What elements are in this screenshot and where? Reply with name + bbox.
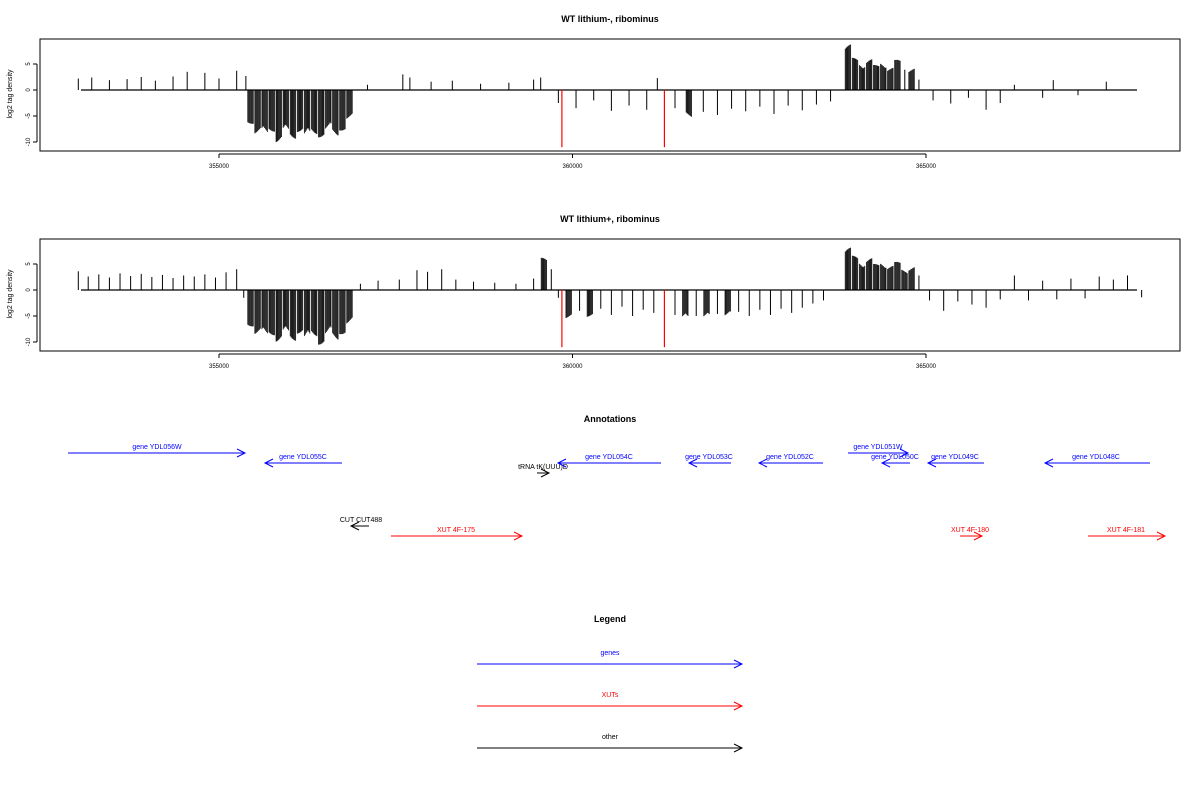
annotation-features: gene YDL056W gene YDL055C tRNA tK(UUU)D gen… <box>68 444 1167 541</box>
density-bars <box>77 44 1107 143</box>
y-tick-label: -5 <box>26 313 32 319</box>
x-tick-label: 355000 <box>209 364 230 370</box>
legend-panel: Legend genes XUTs other <box>477 614 744 753</box>
annotation-arrow <box>687 458 731 468</box>
annotation-arrow <box>349 521 369 531</box>
legend-label: other <box>602 734 619 741</box>
x-tick-label: 365000 <box>916 164 937 170</box>
legend-arrow <box>477 743 744 753</box>
legend-items: genes XUTs other <box>477 650 744 753</box>
annotation-arrow <box>556 458 661 468</box>
y-axis-label: log2 tag density <box>7 69 14 119</box>
annotation-arrow <box>391 531 524 541</box>
annotation-label: gene YDL054C <box>585 454 633 461</box>
x-tick-label: 360000 <box>562 364 583 370</box>
annotation-arrow <box>960 531 984 541</box>
annotation-label: XUT 4F-175 <box>437 527 475 534</box>
highlight-lines <box>561 290 666 348</box>
annotation-label: gene YDL053C <box>685 454 733 461</box>
annotation-label: XUT 4F-181 <box>1107 527 1145 534</box>
legend-arrow <box>477 701 744 711</box>
plot-frame <box>39 238 1181 352</box>
y-tick-label: -10 <box>26 337 32 346</box>
annotation-label: gene YDL052C <box>766 454 814 461</box>
track-title: WT lithium+, ribominus <box>560 214 660 224</box>
legend-title: Legend <box>594 614 626 624</box>
track-title: WT lithium-, ribominus <box>561 14 659 24</box>
annotation-label: gene YDL050C <box>871 454 919 461</box>
annotation-label: gene YDL056W <box>132 444 182 451</box>
highlight-lines <box>561 90 666 148</box>
track-panel-lithium-plus: WT lithium+, ribominus log2 tag density … <box>7 214 1181 370</box>
annotation-arrow <box>1043 458 1150 468</box>
y-axis-label: log2 tag density <box>7 269 14 319</box>
annotation-arrow <box>757 458 823 468</box>
track-panel-lithium-minus: WT lithium-, ribominus log2 tag density … <box>7 14 1181 170</box>
density-bars <box>77 247 1143 345</box>
annotation-arrow <box>1088 531 1167 541</box>
annotation-label: gene YDL049C <box>931 454 979 461</box>
annotation-arrow <box>537 468 551 478</box>
annotation-arrow <box>263 458 342 468</box>
annotation-label: tRNA tK(UUU)D <box>518 464 568 471</box>
legend-label: genes <box>600 650 620 657</box>
legend-label: XUTs <box>602 692 619 699</box>
y-tick-label: -5 <box>26 113 32 119</box>
x-axis: 355000 360000 365000 <box>209 353 937 370</box>
annotation-arrow <box>848 448 910 458</box>
annotation-label: XUT 4F-180 <box>951 527 989 534</box>
annotation-label: gene YDL048C <box>1072 454 1120 461</box>
x-tick-label: 365000 <box>916 364 937 370</box>
annotation-label: gene YDL055C <box>279 454 327 461</box>
y-axis: -10 -5 0 5 <box>26 62 38 146</box>
y-tick-label: 5 <box>26 62 32 66</box>
y-tick-label: 5 <box>26 262 32 266</box>
annotation-label: gene YDL051W <box>853 444 903 451</box>
y-axis: -10 -5 0 5 <box>26 262 38 346</box>
legend-arrow <box>477 659 744 669</box>
x-axis: 355000 360000 365000 <box>209 153 937 170</box>
plot-frame <box>39 38 1181 152</box>
y-tick-label: 0 <box>26 88 32 92</box>
annotations-title: Annotations <box>584 414 637 424</box>
annotation-arrow <box>68 448 247 458</box>
x-tick-label: 355000 <box>209 164 230 170</box>
annotation-arrow <box>880 458 910 468</box>
annotation-label: CUT CUT488 <box>340 517 382 524</box>
y-tick-label: -10 <box>26 137 32 146</box>
y-tick-label: 0 <box>26 288 32 292</box>
annotation-arrow <box>926 458 984 468</box>
annotations-panel: Annotations gene YDL056W gene YDL055C tRNA… <box>68 414 1167 541</box>
x-tick-label: 360000 <box>562 164 583 170</box>
